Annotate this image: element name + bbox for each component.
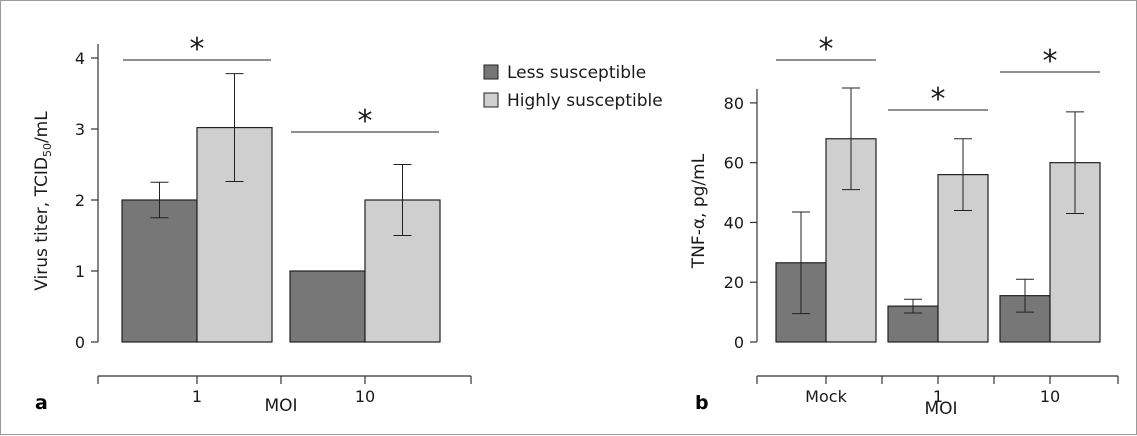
significance-star: * [1043, 44, 1058, 79]
panel-b-significance: * * * [776, 32, 1100, 117]
panel-a-y-axis-label: Virus titer, TCID50/mL [32, 111, 54, 291]
panel-a-label: a [35, 392, 48, 414]
y-tick-label: 0 [75, 333, 85, 352]
x-tick-label: Mock [805, 387, 847, 406]
y-tick-label: 0 [734, 333, 744, 352]
x-tick-label: 10 [1040, 387, 1060, 406]
panel-b-x-axis-label: MOI [924, 399, 957, 419]
x-tick-label: 1 [192, 387, 202, 406]
panel-b-label: b [695, 392, 709, 414]
y-tick-label: 4 [75, 49, 85, 68]
x-tick-label: 10 [355, 387, 375, 406]
panel-b-bars [775, 87, 1101, 343]
significance-star: * [358, 104, 373, 139]
panel-a-significance: ** [123, 32, 439, 139]
legend-swatch-less-susceptible [483, 64, 499, 80]
panel-b: 0 20 40 60 80 Mock 1 10 * * * TNF-α, pg/mL MOI b [689, 32, 1119, 419]
panel-b-y-axis-label: TNF-α, pg/mL [689, 153, 709, 269]
legend-label-highly-susceptible: Highly susceptible [507, 91, 663, 111]
y-tick-label: 2 [75, 191, 85, 210]
significance-star: * [931, 82, 946, 117]
x-tick-label: 1 [933, 387, 943, 406]
significance-star: * [190, 32, 205, 67]
panel-b-x-axis: Mock 1 10 [756, 375, 1119, 406]
y-tick-label: 60 [724, 154, 744, 173]
y-tick-label: 3 [75, 120, 85, 139]
y-tick-label: 80 [724, 94, 744, 113]
legend: Less susceptible Highly susceptible [483, 63, 663, 111]
panel-a-x-axis-label: MOI [264, 396, 297, 416]
y-tick-label: 20 [724, 273, 744, 292]
panel-a-bars [121, 73, 441, 343]
bar [289, 270, 366, 343]
panel-a-x-axis: 1 10 [97, 375, 472, 406]
y-tick-label: 1 [75, 262, 85, 281]
panel-a-y-axis: 0 1 2 3 4 [75, 44, 99, 352]
y-tick-label: 40 [724, 213, 744, 232]
legend-swatch-highly-susceptible [483, 92, 499, 108]
legend-label-less-susceptible: Less susceptible [507, 63, 646, 83]
bar [121, 199, 198, 343]
significance-star: * [819, 32, 834, 67]
panel-b-y-axis: 0 20 40 60 80 [724, 88, 758, 352]
